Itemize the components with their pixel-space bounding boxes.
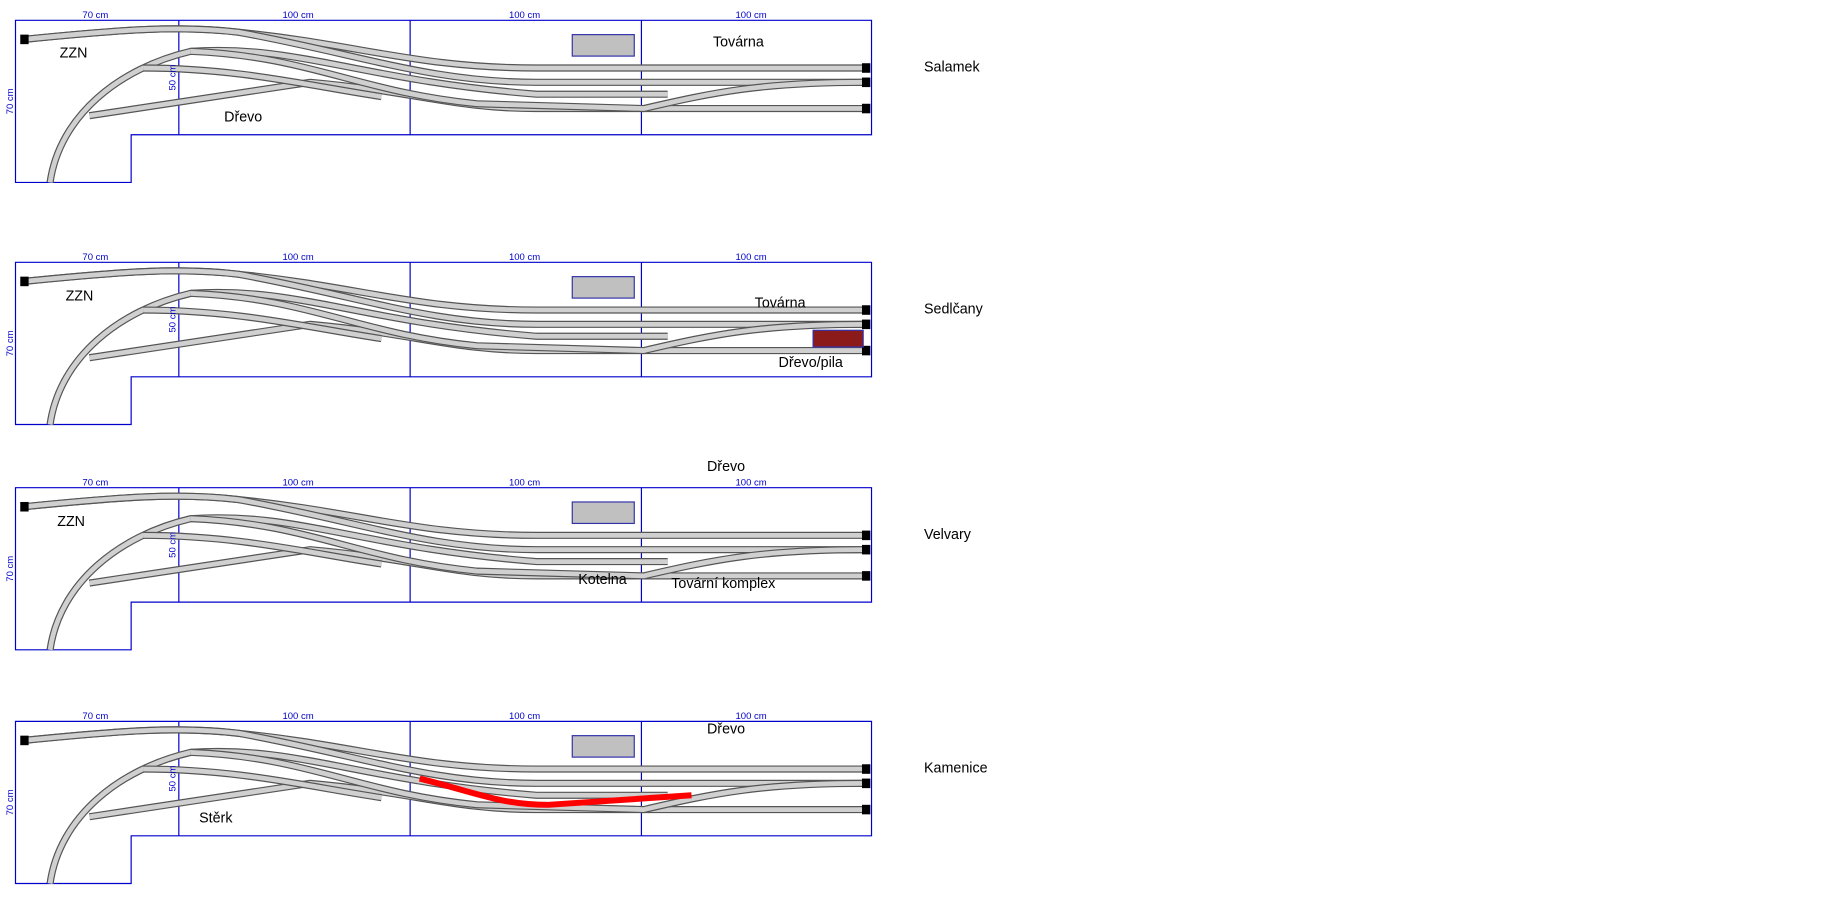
track bbox=[190, 749, 866, 812]
track-plan: 70 cm 100 cm 100 cm 100 cm 50 cm 70 cm ZZN Tová… bbox=[5, 252, 984, 426]
track bbox=[143, 532, 382, 567]
highlighted-track bbox=[418, 775, 692, 808]
dimension-label: 100 cm bbox=[282, 252, 313, 263]
dimension-label: 100 cm bbox=[735, 252, 766, 263]
buffer-stop bbox=[20, 501, 29, 512]
dimension-label: 50 cm bbox=[167, 307, 178, 333]
buffer-stop bbox=[861, 778, 871, 789]
dimension-label: 100 cm bbox=[509, 477, 540, 488]
buffer-stop bbox=[861, 305, 871, 315]
station-label: ZZN bbox=[60, 45, 88, 61]
building bbox=[571, 735, 635, 758]
baseboard-outline bbox=[14, 261, 873, 426]
station-label: Dřevo bbox=[707, 721, 745, 737]
buffer-stop bbox=[861, 103, 871, 114]
dimension-label: 100 cm bbox=[282, 711, 313, 722]
dimension-label: 100 cm bbox=[735, 10, 766, 21]
track bbox=[23, 26, 866, 85]
dimension-label: 70 cm bbox=[5, 789, 16, 815]
track-plan: 70 cm 100 cm 100 cm 100 cm 50 cm 70 cm ZZN Dřev… bbox=[5, 10, 980, 184]
layout-name: Kamenice bbox=[924, 761, 988, 777]
buffer-stop bbox=[861, 530, 871, 541]
dimension-label: 100 cm bbox=[282, 10, 313, 21]
buffer-stop bbox=[20, 276, 29, 287]
buffer-stop bbox=[861, 345, 871, 356]
track bbox=[190, 516, 866, 579]
dimension-label: 70 cm bbox=[5, 330, 16, 356]
station-label: Stěrk bbox=[199, 811, 233, 827]
track-plan: 70 cm 100 cm 100 cm 100 cm 50 cm 70 cm ZZN Dřev… bbox=[5, 459, 972, 651]
dimension-label: 70 cm bbox=[82, 10, 108, 21]
building bbox=[571, 34, 635, 57]
station-label: Továrna bbox=[755, 296, 806, 312]
dimension-label: 50 cm bbox=[167, 65, 178, 91]
track bbox=[190, 48, 866, 111]
station-label: Dřevo bbox=[224, 110, 262, 126]
layout-name: Velvary bbox=[924, 527, 972, 543]
dimension-label: 50 cm bbox=[167, 532, 178, 558]
station-label: Továrna bbox=[713, 35, 764, 51]
dimension-label: 70 cm bbox=[82, 711, 108, 722]
buffer-stop bbox=[861, 77, 871, 88]
layout-name: Sedlčany bbox=[924, 302, 984, 318]
baseboard-outline bbox=[14, 487, 873, 651]
dimension-label: 100 cm bbox=[509, 252, 540, 263]
buffer-stop bbox=[861, 571, 871, 581]
buffer-stop bbox=[20, 735, 29, 746]
layout-name: Salamek bbox=[924, 60, 980, 76]
track bbox=[143, 766, 382, 801]
station-label: Kotelna bbox=[578, 572, 627, 588]
dimension-label: 100 cm bbox=[509, 10, 540, 21]
buffer-stop bbox=[861, 319, 871, 330]
station-label: Dřevo bbox=[707, 459, 745, 475]
track bbox=[190, 290, 866, 353]
buffer-stop bbox=[861, 764, 871, 774]
building bbox=[571, 276, 635, 299]
dimension-label: 100 cm bbox=[509, 711, 540, 722]
station-label: ZZN bbox=[57, 514, 85, 530]
baseboard-outline bbox=[14, 720, 873, 885]
station-label: Tovární komplex bbox=[671, 576, 775, 592]
buffer-stop bbox=[861, 804, 871, 815]
track-plan: 70 cm 100 cm 100 cm 100 cm 50 cm 70 cm Dřevo St… bbox=[5, 711, 988, 885]
track bbox=[143, 65, 382, 99]
building bbox=[812, 329, 864, 348]
dimension-label: 100 cm bbox=[735, 477, 766, 488]
dimension-label: 70 cm bbox=[5, 88, 16, 114]
buffer-stop bbox=[861, 544, 871, 555]
station-label: ZZN bbox=[66, 288, 94, 304]
dimension-label: 70 cm bbox=[82, 477, 108, 488]
station-label: Dřevo/pila bbox=[779, 355, 843, 371]
dimension-label: 100 cm bbox=[282, 477, 313, 488]
track bbox=[23, 727, 866, 786]
track bbox=[23, 493, 866, 553]
dimension-label: 50 cm bbox=[167, 766, 178, 792]
dimension-label: 70 cm bbox=[5, 556, 16, 582]
buffer-stop bbox=[861, 63, 871, 73]
dimension-label: 70 cm bbox=[82, 252, 108, 263]
buffer-stop bbox=[20, 34, 29, 45]
track bbox=[143, 307, 382, 341]
building bbox=[571, 501, 635, 525]
baseboard-outline bbox=[14, 19, 873, 184]
dimension-label: 100 cm bbox=[735, 711, 766, 722]
track bbox=[23, 268, 866, 327]
